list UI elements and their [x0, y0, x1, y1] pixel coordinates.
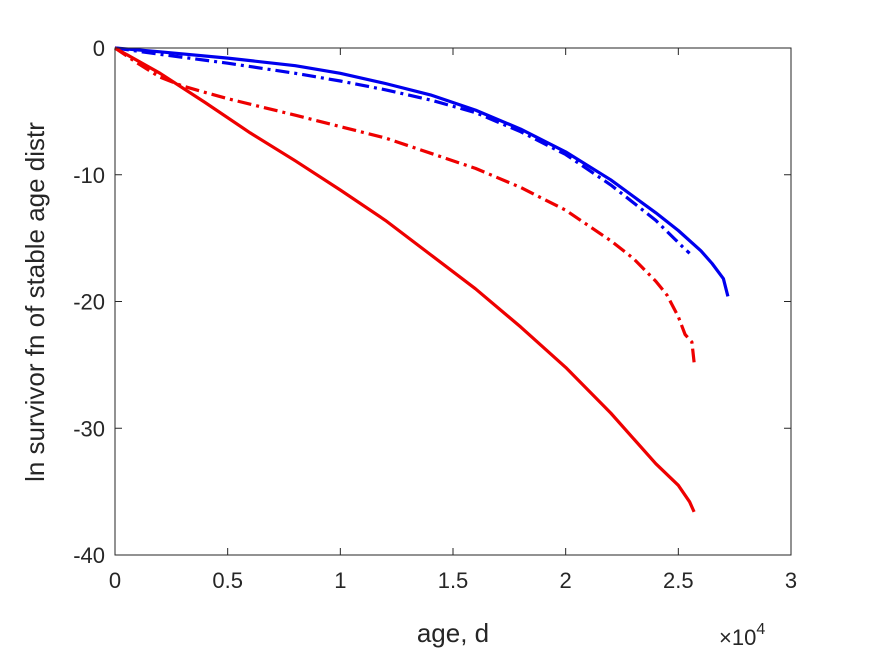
y-tick-label: -30 — [73, 416, 105, 441]
series-line-4 — [114, 46, 696, 513]
x-exponent-power: 4 — [756, 621, 765, 638]
y-tick-label: 0 — [93, 36, 105, 61]
y-tick-label: -40 — [73, 543, 105, 568]
y-tick-label: -20 — [73, 290, 105, 315]
x-tick-label: 0.5 — [212, 568, 243, 593]
series-line-3 — [114, 46, 696, 363]
x-axis-label: age, d — [417, 618, 489, 648]
series-line-1 — [114, 46, 730, 297]
x-exponent-base: ×10 — [719, 625, 756, 650]
y-axis-label: ln survivor fn of stable age distr — [20, 122, 50, 482]
tick-layer: 0 0.5 1 1.5 2 2.5 3 0 -10 -20 -30 -40 — [73, 36, 797, 593]
series-layer — [114, 46, 730, 513]
y-tick-label: -10 — [73, 163, 105, 188]
x-tick-label: 3 — [785, 568, 797, 593]
plot-area — [115, 48, 791, 555]
x-tick-label: 1.5 — [438, 568, 469, 593]
x-tick-label: 0 — [109, 568, 121, 593]
x-exponent-label: ×104 — [719, 621, 765, 650]
series-line-2 — [114, 46, 691, 255]
x-tick-label: 2 — [560, 568, 572, 593]
x-tick-label: 1 — [334, 568, 346, 593]
x-tick-label: 2.5 — [663, 568, 694, 593]
